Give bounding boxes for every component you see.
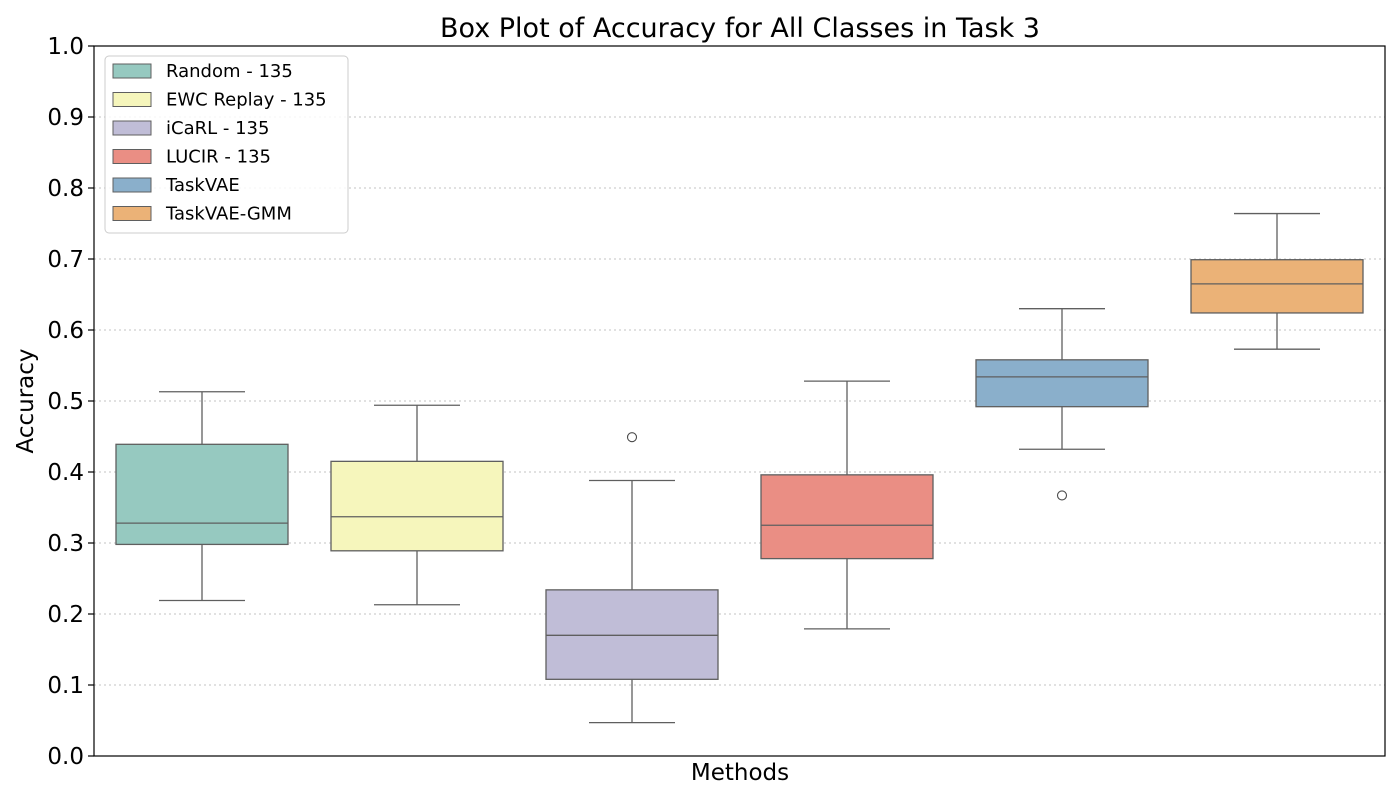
box-iqr: [1190, 259, 1364, 314]
legend-swatch: [112, 63, 152, 79]
legend-item: Random - 135: [112, 61, 293, 82]
y-tick-label: 0.7: [47, 247, 84, 273]
y-tick-label: 0.8: [47, 176, 84, 202]
legend-swatch: [112, 120, 152, 136]
legend-label: TaskVAE-GMM: [165, 204, 292, 225]
box-iqr: [975, 359, 1149, 408]
legend-swatch: [112, 149, 152, 164]
legend-frame: [104, 55, 349, 234]
legend-item: TaskVAE: [112, 175, 240, 196]
y-tick-label: 1.0: [47, 34, 84, 60]
y-tick-label: 0.4: [47, 460, 84, 486]
y-tick-label: 0.3: [47, 531, 84, 557]
y-tick-label: 0.9: [47, 105, 84, 131]
box-iqr: [115, 443, 289, 546]
box-5: [1190, 212, 1364, 350]
box-iqr: [330, 460, 504, 552]
y-axis-label: Accuracy: [13, 348, 39, 453]
y-axis: 0.0 0.1 0.2 0.3 0.4 0.5 0.6 0.7 0.8 0.9 1.0: [47, 34, 94, 770]
box-4: [975, 308, 1149, 501]
box-0: [115, 391, 289, 602]
y-tick-label: 0.2: [47, 602, 84, 628]
legend-swatch: [112, 92, 152, 107]
box-1: [330, 404, 504, 606]
legend-item: TaskVAE-GMM: [112, 204, 292, 225]
legend-swatch: [112, 206, 152, 221]
chart-title: Box Plot of Accuracy for All Classes in …: [440, 13, 1040, 44]
legend-label: LUCIR - 135: [166, 147, 271, 168]
box-iqr: [545, 589, 719, 680]
box-2: [545, 432, 719, 724]
legend-item: LUCIR - 135: [112, 147, 271, 168]
legend-label: TaskVAE: [165, 175, 240, 196]
outlier-point: [626, 432, 638, 443]
x-axis-label: Methods: [691, 760, 789, 786]
legend: Random - 135 EWC Replay - 135 iCaRL - 135 L…: [104, 55, 349, 234]
legend-item: EWC Replay - 135: [112, 90, 327, 111]
y-tick-label: 0.1: [47, 673, 84, 699]
legend-swatch: [112, 177, 152, 193]
boxes: [115, 212, 1364, 724]
legend-label: EWC Replay - 135: [166, 90, 327, 111]
box-iqr: [760, 474, 934, 560]
outlier-point: [1056, 490, 1068, 501]
legend-item: iCaRL - 135: [112, 118, 269, 139]
y-tick-label: 0.6: [47, 318, 84, 344]
y-tick-label: 0.0: [47, 744, 84, 770]
box-3: [760, 380, 934, 630]
y-tick-label: 0.5: [47, 389, 84, 415]
legend-label: iCaRL - 135: [166, 118, 269, 139]
legend-label: Random - 135: [166, 61, 293, 82]
